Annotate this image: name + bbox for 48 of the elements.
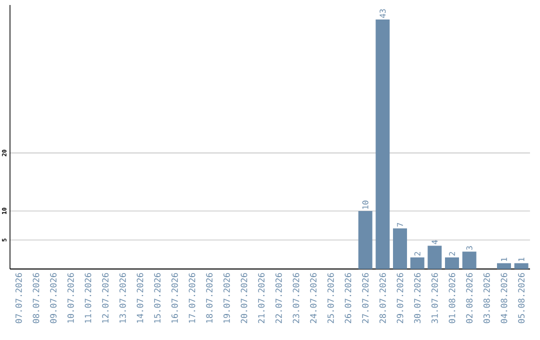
x-tick-label: 19.07.2026 bbox=[223, 273, 230, 323]
x-tick-label: 10.07.2026 bbox=[67, 273, 74, 323]
x-tick-label: 18.07.2026 bbox=[206, 273, 213, 323]
bar bbox=[376, 20, 390, 269]
bar bbox=[358, 210, 372, 269]
x-tick-label: 08.07.2026 bbox=[32, 273, 40, 324]
data-label: 2 bbox=[449, 252, 455, 256]
bar bbox=[428, 246, 442, 269]
data-label: 4 bbox=[432, 240, 438, 244]
bar bbox=[393, 228, 408, 269]
data-label: 10 bbox=[362, 200, 368, 209]
bar bbox=[497, 263, 512, 269]
x-tick-label: 09.07.2026 bbox=[50, 273, 57, 324]
data-label: 3 bbox=[466, 246, 472, 250]
x-tick-label: 29.07.2026 bbox=[396, 273, 404, 324]
bar bbox=[445, 257, 460, 269]
x-tick-label: 22.07.2026 bbox=[275, 273, 282, 324]
x-tick-label: 25.07.2026 bbox=[327, 273, 334, 324]
bar bbox=[462, 252, 476, 269]
data-label: 1 bbox=[518, 258, 524, 262]
x-tick-label: 28.07.2026 bbox=[379, 273, 386, 324]
x-tick-label: 23.07.2026 bbox=[292, 273, 300, 324]
x-tick-label: 20.07.2026 bbox=[240, 273, 248, 324]
x-tick-label: 14.07.2026 bbox=[136, 273, 144, 323]
bar bbox=[514, 263, 528, 269]
x-tick-label: 05.08.2026 bbox=[518, 273, 525, 324]
x-tick-label: 15.07.2026 bbox=[154, 273, 161, 323]
x-tick-label: 01.08.2026 bbox=[448, 273, 456, 324]
x-tick-label: 11.07.2026 bbox=[84, 273, 92, 323]
x-tick-label: 24.07.2026 bbox=[310, 273, 317, 324]
x-tick-label: 30.07.2026 bbox=[414, 273, 421, 324]
x-tick-label: 31.07.2026 bbox=[431, 273, 438, 324]
x-tick-label: 21.07.2026 bbox=[258, 273, 265, 324]
x-tick-label: 16.07.2026 bbox=[171, 273, 178, 323]
x-tick-label: 13.07.2026 bbox=[119, 273, 126, 323]
x-tick-label: 27.07.2026 bbox=[362, 273, 369, 324]
x-tick-label: 04.08.2026 bbox=[500, 273, 508, 324]
x-tick-label: 17.07.2026 bbox=[188, 273, 196, 323]
x-tick-label: 12.07.2026 bbox=[102, 273, 109, 323]
data-label: 1 bbox=[501, 258, 507, 262]
x-tick-label: 07.07.2026 bbox=[15, 273, 22, 324]
data-label: 7 bbox=[397, 222, 403, 227]
x-tick-label: 02.08.2026 bbox=[466, 273, 473, 324]
data-label: 2 bbox=[414, 252, 420, 256]
bar bbox=[410, 257, 424, 269]
x-tick-label: 03.08.2026 bbox=[483, 273, 490, 324]
data-label: 43 bbox=[380, 9, 386, 18]
x-tick-label: 26.07.2026 bbox=[344, 273, 352, 324]
